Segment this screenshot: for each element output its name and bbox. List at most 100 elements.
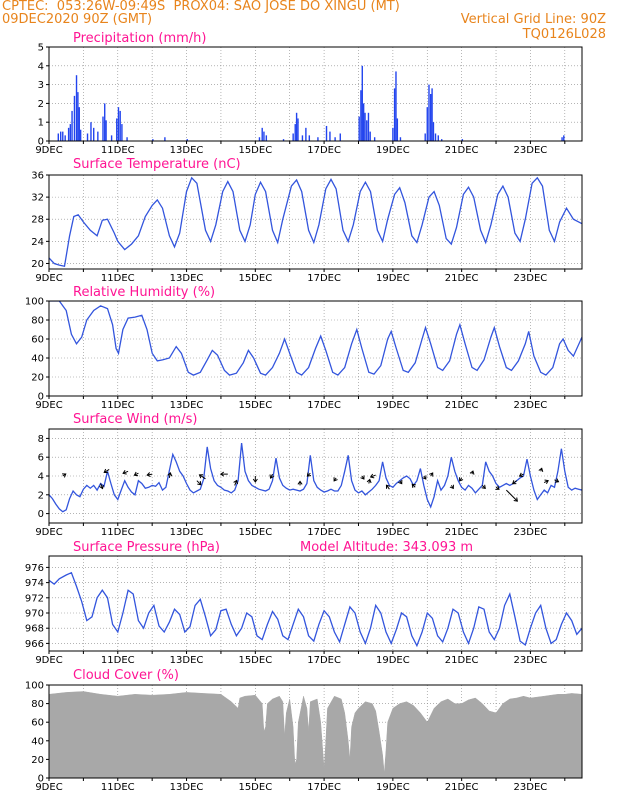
wind-arrow: [370, 474, 376, 478]
precip-bar: [119, 110, 121, 141]
precip-bar: [57, 133, 59, 141]
precip-bar: [317, 137, 319, 141]
x-tick-label: 11DEC: [101, 655, 135, 666]
precip-bar: [364, 112, 366, 141]
precip-bar: [373, 137, 376, 141]
y-tick-label: 974: [25, 578, 44, 589]
precip-bar: [292, 133, 294, 141]
precip-bar: [305, 127, 307, 141]
x-tick-label: 21DEC: [445, 273, 479, 284]
y-tick-label: 0: [38, 137, 44, 148]
y-tick-label: 20: [31, 259, 44, 270]
x-tick-label: 13DEC: [170, 655, 204, 666]
y-tick-label: 80: [31, 699, 44, 710]
precip-bar: [563, 135, 565, 141]
wind-arrow-head: [197, 481, 202, 486]
precip-bar: [334, 137, 336, 141]
precip-bar: [393, 88, 396, 141]
panel-title: Surface Wind (m/s): [73, 412, 197, 427]
precip-bar: [186, 139, 188, 141]
x-tick-label: 13DEC: [170, 527, 204, 538]
series-line: [49, 443, 582, 513]
x-tick-label: 21DEC: [445, 400, 479, 411]
y-tick-label: 40: [31, 736, 44, 747]
x-tick-label: 21DEC: [445, 655, 479, 666]
y-tick-label: 60: [31, 718, 44, 729]
precip-bar: [426, 107, 428, 141]
wind-arrow-head: [495, 485, 500, 490]
precip-bar: [434, 133, 437, 141]
wind-arrow-head: [554, 478, 560, 483]
precip-bar: [358, 116, 360, 141]
x-tick-label: 15DEC: [238, 782, 272, 793]
precip-bar: [308, 135, 311, 141]
y-tick-label: 8: [38, 434, 44, 445]
wind-arrow-head: [122, 469, 127, 475]
panel-frame: [48, 46, 583, 142]
x-tick-label: 11DEC: [101, 782, 135, 793]
precip-bar: [366, 120, 368, 141]
panel-title: Cloud Cover (%): [73, 668, 179, 683]
precip-bar: [430, 94, 432, 141]
x-tick-label: 17DEC: [307, 273, 341, 284]
precip-bar: [360, 90, 362, 141]
precip-bar: [116, 118, 118, 141]
x-tick-label: 15DEC: [238, 527, 272, 538]
wind-arrow: [100, 483, 104, 489]
wind-arrow-head: [146, 472, 151, 478]
wind-arrow-head: [422, 475, 427, 480]
cloud-area: [49, 691, 582, 778]
wind-arrow: [196, 480, 202, 486]
precip-bar: [60, 131, 62, 141]
wind-arrow-head: [513, 497, 518, 502]
y-tick-label: 28: [31, 215, 44, 226]
precip-bar: [424, 133, 426, 141]
x-tick-label: 19DEC: [376, 782, 410, 793]
x-tick-label: 9DEC: [35, 145, 62, 156]
x-tick-label: 23DEC: [514, 400, 548, 411]
precip-bar: [102, 116, 104, 141]
panel-1: [46, 174, 583, 272]
panel-annotation: Model Altitude: 343.093 m: [300, 540, 473, 555]
panel-frame: [48, 300, 583, 397]
x-tick-label: 23DEC: [514, 273, 548, 284]
precip-bar: [399, 137, 402, 141]
y-tick-label: 3: [38, 80, 44, 91]
precip-bar: [93, 127, 95, 141]
wind-arrow-head: [385, 484, 391, 489]
precip-bar: [432, 122, 435, 141]
wind-arrow-head: [398, 480, 403, 485]
y-tick-label: 20: [31, 373, 44, 384]
panel-frame: [48, 555, 583, 652]
wind-arrow: [505, 489, 518, 502]
precip-bar: [367, 112, 370, 141]
wind-arrow-head: [167, 472, 173, 477]
series-line: [49, 176, 582, 267]
x-tick-label: 19DEC: [376, 527, 410, 538]
precip-bar: [369, 131, 371, 141]
y-tick-label: 100: [25, 297, 44, 308]
precip-bar: [97, 131, 99, 141]
wind-arrow-head: [538, 467, 544, 472]
panel-frame: [48, 174, 583, 270]
wind-arrow-head: [411, 483, 416, 488]
precip-bar: [90, 122, 92, 141]
x-tick-label: 17DEC: [307, 400, 341, 411]
wind-arrow-head: [366, 478, 372, 484]
y-tick-label: 2: [38, 490, 44, 501]
header-grid-note: Vertical Grid Line: 90Z: [460, 12, 606, 27]
y-tick-label: 976: [25, 563, 44, 574]
precip-bar: [164, 137, 166, 141]
x-tick-label: 9DEC: [35, 400, 62, 411]
x-tick-label: 15DEC: [238, 400, 272, 411]
wind-arrow-head: [481, 484, 486, 490]
panel-title: Surface Pressure (hPa): [73, 540, 220, 555]
y-tick-label: 5: [38, 43, 44, 54]
x-tick-label: 21DEC: [445, 145, 479, 156]
precip-bar: [71, 110, 73, 141]
precip-bar: [78, 107, 80, 141]
panel-0: [46, 46, 583, 144]
wind-arrow: [103, 468, 110, 473]
x-tick-label: 13DEC: [170, 145, 204, 156]
